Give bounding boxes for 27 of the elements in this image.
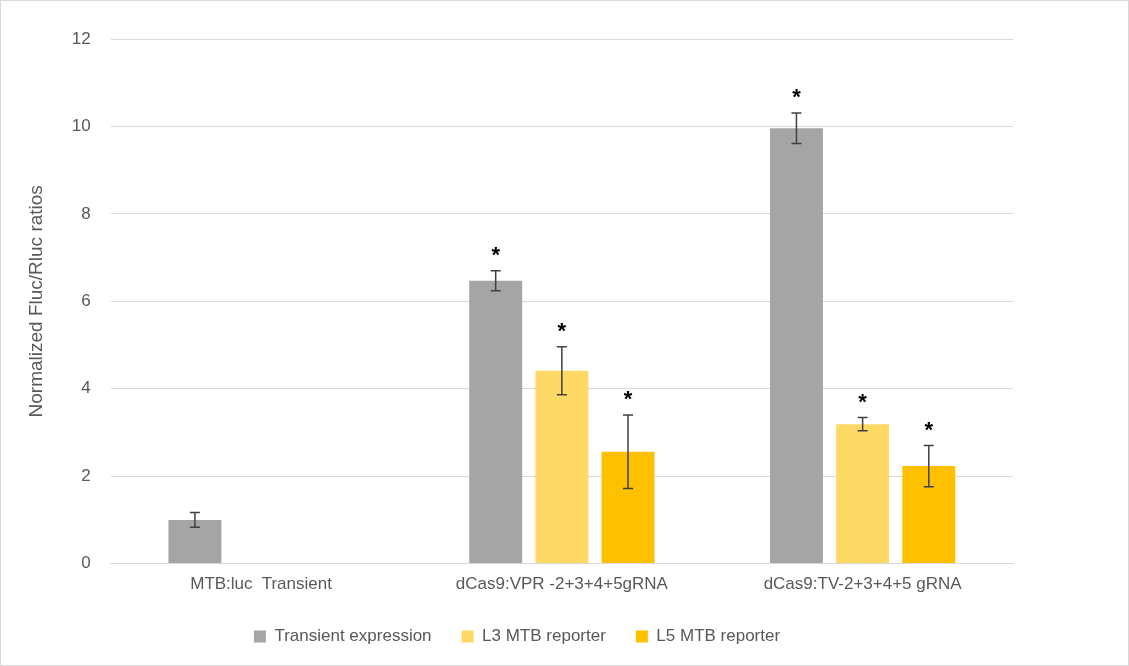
bar [535, 370, 589, 564]
data-label: * [623, 386, 633, 412]
y-tick-label: 2 [81, 465, 91, 485]
bar [469, 280, 523, 564]
y-tick-label: 8 [81, 203, 91, 223]
bar [601, 451, 655, 564]
bar [769, 128, 823, 564]
x-tick-label: dCas9:VPR -2+3+4+5gRNA [455, 574, 669, 594]
data-label: * [858, 388, 868, 414]
bar [902, 466, 956, 564]
y-tick-label: 0 [81, 553, 91, 573]
legend-label: L3 MTB reporter [482, 626, 607, 646]
y-tick-label: 12 [71, 28, 91, 48]
y-tick-label: 6 [81, 290, 91, 310]
x-tick-label: MTB:luc Transient [190, 574, 333, 594]
legend-label: L5 MTB reporter [656, 626, 781, 646]
data-label: * [792, 83, 802, 109]
bar [836, 424, 890, 564]
data-label: * [491, 241, 501, 267]
bar [168, 519, 222, 564]
x-tick-label: dCas9:TV-2+3+4+5 gRNA [763, 574, 963, 594]
legend-label: Transient expression [274, 626, 432, 646]
data-label: * [924, 416, 934, 442]
y-tick-label: 4 [81, 378, 91, 398]
y-axis-title: Normalized Fluc/Rluc ratios [24, 185, 46, 418]
data-label: * [557, 317, 567, 343]
y-tick-label: 10 [71, 116, 91, 136]
